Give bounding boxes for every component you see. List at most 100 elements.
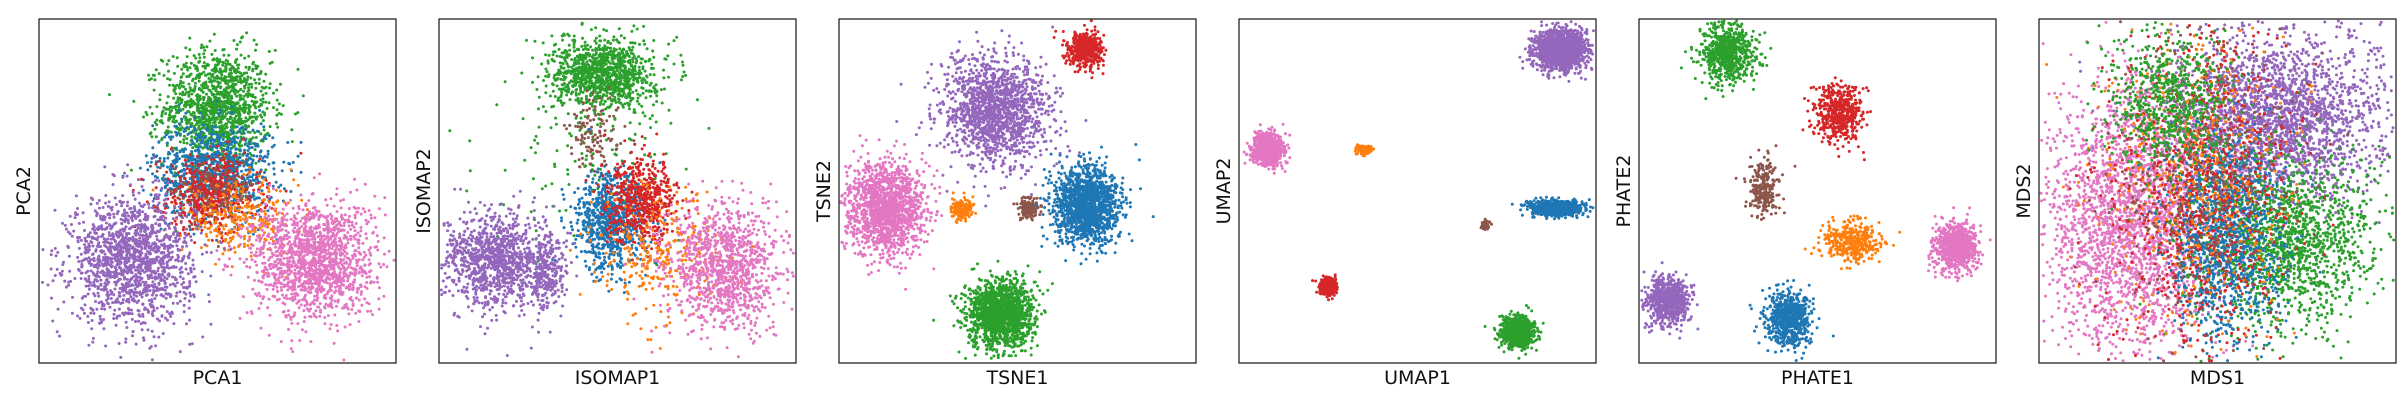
data-point — [218, 108, 221, 111]
data-point — [244, 116, 247, 119]
data-point — [247, 90, 250, 93]
data-point — [241, 35, 244, 38]
data-point — [294, 113, 297, 116]
data-point — [163, 174, 166, 177]
data-point — [263, 112, 266, 115]
data-point — [196, 140, 199, 143]
data-point — [226, 137, 229, 140]
data-point — [210, 118, 213, 121]
data-point — [241, 74, 244, 77]
data-point — [190, 139, 193, 142]
data-point — [216, 57, 219, 60]
data-point — [175, 147, 178, 150]
data-point — [181, 91, 184, 94]
data-point — [173, 121, 176, 124]
data-point — [247, 112, 250, 115]
data-point — [213, 145, 216, 148]
data-point — [247, 55, 250, 58]
data-point — [272, 106, 275, 109]
data-point — [206, 100, 209, 103]
data-point — [169, 111, 172, 114]
data-point — [187, 95, 190, 98]
data-point — [189, 106, 192, 109]
data-point — [190, 135, 193, 138]
data-point — [275, 89, 278, 92]
data-point — [242, 98, 245, 101]
data-point — [155, 135, 158, 138]
data-point — [245, 81, 248, 84]
data-point — [174, 92, 177, 95]
data-point — [175, 184, 178, 187]
data-point — [233, 199, 236, 202]
data-point — [161, 177, 164, 180]
data-point — [230, 67, 233, 70]
data-point — [259, 132, 262, 135]
data-point — [276, 108, 279, 111]
data-point — [272, 185, 275, 188]
data-point — [160, 138, 163, 141]
data-point — [190, 93, 193, 96]
data-point — [254, 148, 257, 151]
data-point — [203, 56, 206, 59]
data-point — [226, 106, 229, 109]
data-point — [239, 156, 242, 159]
data-point — [153, 74, 156, 77]
data-point — [195, 120, 198, 123]
data-point — [159, 93, 162, 96]
data-point — [199, 136, 202, 139]
data-point — [170, 188, 173, 191]
data-point — [256, 210, 259, 213]
data-point — [211, 58, 214, 61]
data-point — [249, 143, 252, 146]
scatter-points-pca — [41, 31, 396, 361]
data-point — [302, 94, 305, 97]
data-point — [216, 60, 219, 63]
data-point — [241, 107, 244, 110]
data-point — [247, 149, 250, 152]
data-point — [236, 125, 239, 128]
data-point — [197, 61, 200, 64]
data-point — [248, 94, 251, 97]
data-point — [230, 116, 233, 119]
data-point — [198, 76, 201, 79]
data-point — [232, 39, 235, 42]
data-point — [220, 121, 223, 124]
data-point — [266, 156, 269, 159]
data-point — [252, 129, 255, 132]
data-point — [247, 125, 250, 128]
data-point — [251, 146, 254, 149]
data-point — [159, 120, 162, 123]
data-point — [194, 57, 197, 60]
data-point — [176, 56, 179, 59]
data-point — [200, 141, 203, 144]
data-point — [181, 162, 184, 165]
data-point — [227, 85, 230, 88]
data-point — [170, 171, 173, 174]
data-point — [161, 122, 164, 125]
data-point — [216, 76, 219, 79]
data-point — [167, 59, 170, 62]
data-point — [261, 138, 264, 141]
data-point — [213, 96, 216, 99]
data-point — [184, 116, 187, 119]
data-point — [286, 141, 289, 144]
data-point — [256, 155, 259, 158]
data-point — [183, 135, 186, 138]
data-point — [233, 231, 236, 234]
data-point — [223, 61, 226, 64]
data-point — [167, 95, 170, 98]
data-point — [267, 153, 270, 156]
data-point — [253, 131, 256, 134]
data-point — [254, 49, 257, 52]
data-point — [156, 166, 159, 169]
data-point — [256, 115, 259, 118]
data-point — [268, 101, 271, 104]
data-point — [282, 161, 285, 164]
data-point — [193, 126, 196, 129]
data-point — [226, 146, 229, 149]
data-point — [264, 101, 267, 104]
data-point — [253, 112, 256, 115]
data-point — [172, 97, 175, 100]
data-point — [189, 228, 192, 231]
data-point — [200, 46, 203, 49]
